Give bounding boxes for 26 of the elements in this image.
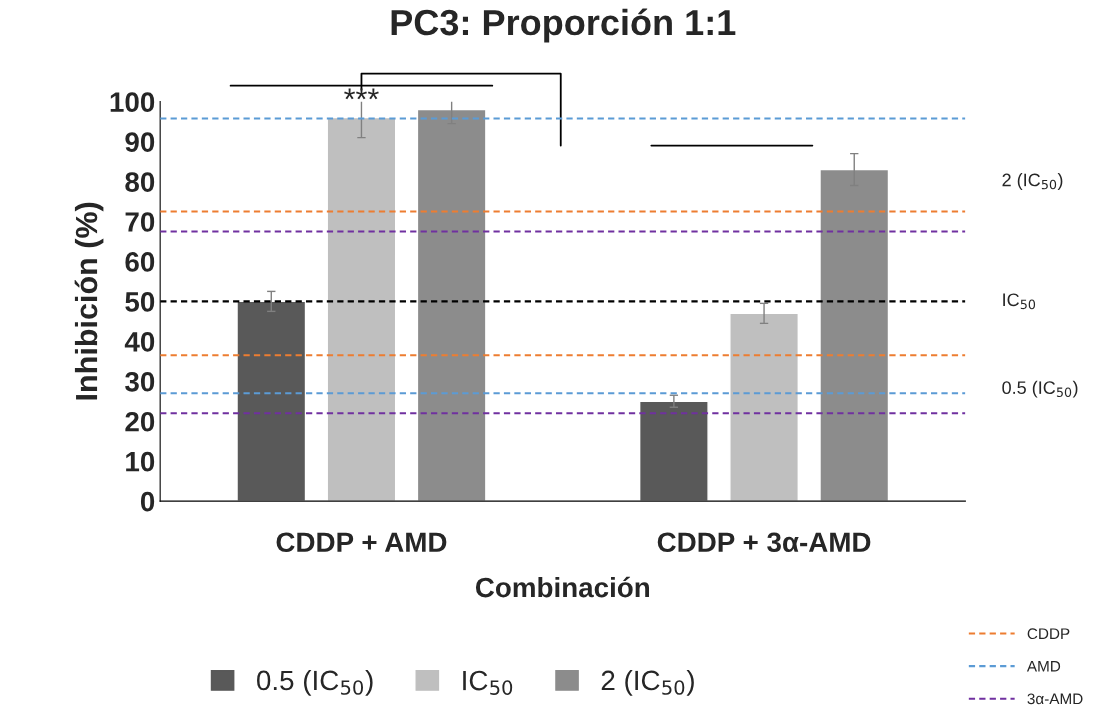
y-axis-title: Inhibición (%) [74,202,104,400]
y-tick-label: 30 [125,371,155,392]
x-tick-label: CDDP + 3α-AMD [657,532,871,553]
y-tick-label: 60 [125,252,155,272]
legend-label: IC$_{50}$ [463,670,513,695]
text: IC$_{50}$ [1003,293,1036,310]
y-tick-label: 80 [125,172,155,192]
text: 2 (IC$_{50}$) [1002,173,1063,190]
annotation: *** [344,88,379,100]
y-tick-label: 20 [125,411,155,432]
y-tick-label: 40 [124,331,155,352]
y-tick-label: 70 [125,212,155,232]
chart-title: PC3: Proporción 1:1 [391,8,736,43]
y-tick-label: 10 [126,451,155,472]
y-tick-label: 90 [125,132,155,152]
legend-label: CDDP [1027,628,1070,640]
legend-label: 3α-AMD [1027,693,1083,705]
x-tick-label: CDDP + AMD [276,532,447,553]
y-tick-label: 50 [125,292,155,312]
x-axis-title: Combinación [475,576,650,598]
legend-label: 0.5 (IC$_{50}$) [257,669,373,696]
legend-label: AMD [1026,660,1061,672]
y-tick-label: 100 [110,92,155,112]
legend-label: 2 (IC$_{50}$) [601,669,694,696]
y-tick-label: 0 [140,491,155,512]
text: 0.5 (IC$_{50}$) [1002,380,1078,398]
